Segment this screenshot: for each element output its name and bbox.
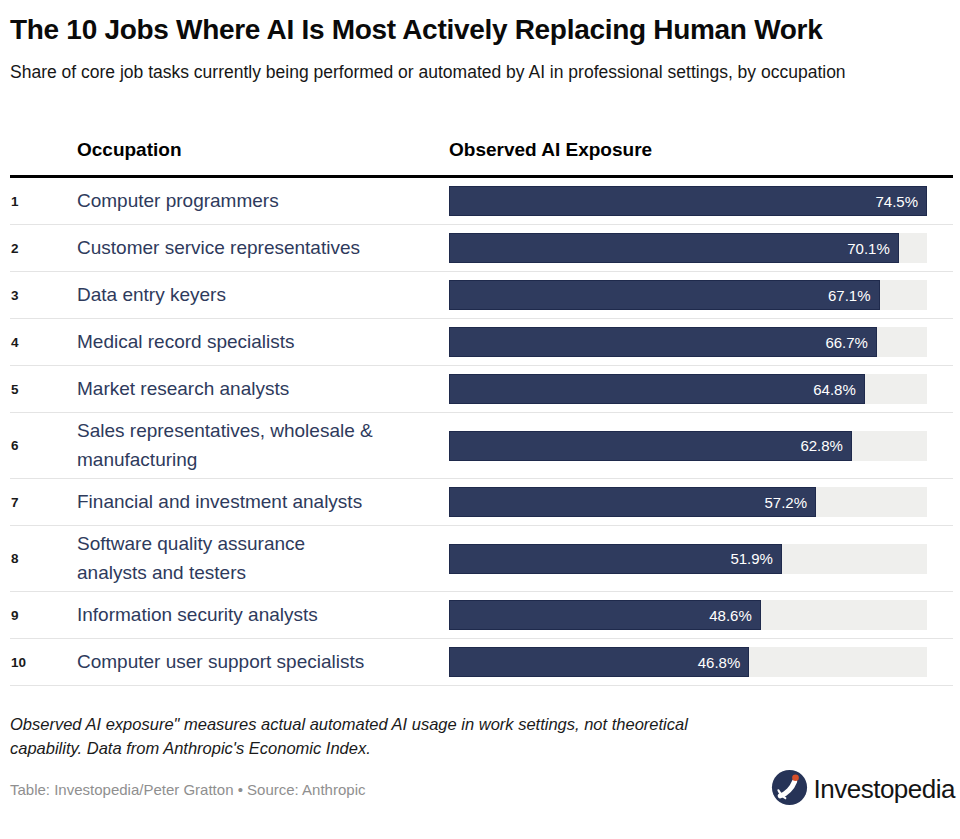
bar-value-label: 70.1% (847, 240, 890, 257)
exposure-table: Occupation Observed AI Exposure 1 Comput… (10, 139, 953, 686)
bar-track: 48.6% (449, 600, 927, 630)
occupation-label: Data entry keyers (77, 281, 449, 310)
row-rank: 2 (10, 241, 77, 256)
chart-page: The 10 Jobs Where AI Is Most Actively Re… (0, 0, 960, 839)
occupation-label: Computer user support specialists (77, 648, 449, 677)
table-row: 5 Market research analysts 64.8% (10, 366, 953, 413)
bar-track: 67.1% (449, 280, 927, 310)
bar-value-label: 62.8% (800, 437, 843, 454)
row-rank: 5 (10, 382, 77, 397)
row-rank: 9 (10, 608, 77, 623)
bar-value-label: 48.6% (709, 607, 752, 624)
exposure-bar: 46.8% (449, 647, 749, 677)
occupation-label: Market research analysts (77, 375, 449, 404)
footnote: Observed AI exposure" measures actual au… (10, 713, 953, 761)
bar-value-label: 57.2% (764, 494, 807, 511)
table-row: 4 Medical record specialists 66.7% (10, 319, 953, 366)
occupation-label: Customer service representatives (77, 234, 449, 263)
exposure-bar: 48.6% (449, 600, 761, 630)
table-row: 6 Sales representatives, wholesale & man… (10, 413, 953, 479)
row-rank: 8 (10, 551, 77, 566)
occupation-label: Financial and investment analysts (77, 488, 449, 517)
row-rank: 6 (10, 438, 77, 453)
exposure-bar: 64.8% (449, 374, 865, 404)
bar-track: 51.9% (449, 544, 927, 574)
row-rank: 7 (10, 495, 77, 510)
row-rank: 3 (10, 288, 77, 303)
bar-track: 70.1% (449, 233, 927, 263)
exposure-column-header: Observed AI Exposure (449, 139, 953, 161)
source-credit: Table: Investopedia/Peter Gratton • Sour… (10, 781, 365, 798)
chart-subtitle: Share of core job tasks currently being … (10, 60, 945, 85)
bar-track: 66.7% (449, 327, 927, 357)
occupation-label: Information security analysts (77, 601, 449, 630)
row-rank: 1 (10, 194, 77, 209)
exposure-bar: 51.9% (449, 544, 782, 574)
credit-row: Table: Investopedia/Peter Gratton • Sour… (10, 769, 955, 810)
occupation-label: Medical record specialists (77, 328, 449, 357)
table-row: 9 Information security analysts 48.6% (10, 592, 953, 639)
investopedia-logo-icon (771, 769, 808, 810)
exposure-bar: 67.1% (449, 280, 880, 310)
table-row: 7 Financial and investment analysts 57.2… (10, 479, 953, 526)
logo-wordmark: Investopedia (814, 774, 955, 805)
table-row: 8 Software quality assurance analysts an… (10, 526, 953, 592)
bar-track: 74.5% (449, 186, 927, 216)
exposure-bar: 62.8% (449, 431, 852, 461)
bar-value-label: 51.9% (730, 550, 773, 567)
bar-track: 46.8% (449, 647, 927, 677)
investopedia-logo: Investopedia (771, 769, 955, 810)
occupation-label: Software quality assurance analysts and … (77, 530, 449, 587)
chart-title: The 10 Jobs Where AI Is Most Actively Re… (10, 12, 953, 47)
bar-value-label: 46.8% (698, 654, 741, 671)
bar-value-label: 66.7% (825, 334, 868, 351)
occupation-label: Sales representatives, wholesale & manuf… (77, 417, 449, 474)
row-rank: 10 (10, 655, 77, 670)
table-row: 2 Customer service representatives 70.1% (10, 225, 953, 272)
bar-value-label: 74.5% (875, 193, 918, 210)
bar-track: 57.2% (449, 487, 927, 517)
table-body: 1 Computer programmers 74.5% 2 Customer … (10, 178, 953, 686)
bar-value-label: 64.8% (813, 381, 856, 398)
occupation-column-header: Occupation (77, 139, 449, 161)
exposure-bar: 70.1% (449, 233, 899, 263)
table-row: 1 Computer programmers 74.5% (10, 178, 953, 225)
occupation-label: Computer programmers (77, 187, 449, 216)
table-row: 3 Data entry keyers 67.1% (10, 272, 953, 319)
exposure-bar: 74.5% (449, 186, 927, 216)
bar-track: 64.8% (449, 374, 927, 404)
bar-value-label: 67.1% (828, 287, 871, 304)
exposure-bar: 57.2% (449, 487, 816, 517)
table-row: 10 Computer user support specialists 46.… (10, 639, 953, 686)
exposure-bar: 66.7% (449, 327, 877, 357)
table-header-row: Occupation Observed AI Exposure (10, 139, 953, 178)
bar-track: 62.8% (449, 431, 927, 461)
row-rank: 4 (10, 335, 77, 350)
